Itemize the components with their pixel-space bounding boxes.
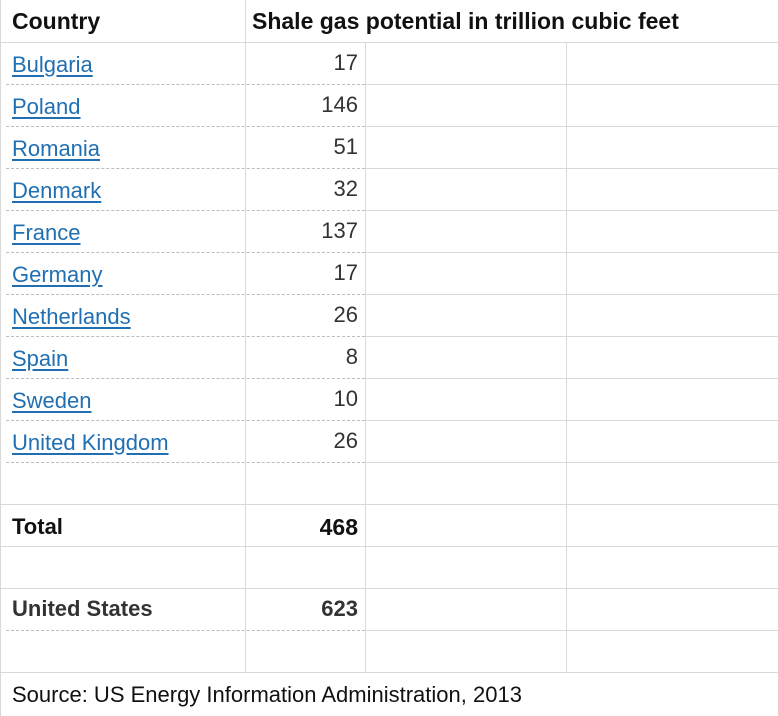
table-row: Spain [12, 338, 242, 380]
value-cell: 32 [333, 176, 358, 201]
country-link-netherlands[interactable]: Netherlands [12, 304, 131, 329]
value-cell: 26 [333, 302, 358, 327]
grid-line [0, 0, 1, 716]
row-divider [6, 168, 365, 169]
row-divider [6, 336, 365, 337]
grid-line [365, 420, 778, 421]
grid-line [365, 210, 778, 211]
row-divider [6, 462, 365, 463]
grid-line [365, 252, 778, 253]
total-label: Total [12, 514, 63, 539]
grid-line [365, 378, 778, 379]
row-divider [6, 294, 365, 295]
country-link-bulgaria[interactable]: Bulgaria [12, 52, 93, 77]
table-row: France [12, 212, 242, 254]
grid-line [566, 42, 567, 672]
grid-line [365, 42, 366, 672]
value-cell: 17 [333, 50, 358, 75]
table-row: United Kingdom [12, 422, 242, 464]
united-states-label: United States [12, 596, 153, 621]
table-row: Poland [12, 86, 242, 128]
grid-line [0, 546, 778, 547]
row-divider [6, 630, 365, 631]
row-divider [6, 378, 365, 379]
united-states-value: 623 [321, 596, 358, 621]
value-cell: 8 [345, 344, 358, 369]
value-cell: 51 [333, 134, 358, 159]
row-divider [6, 84, 365, 85]
grid-line [0, 672, 778, 673]
country-link-sweden[interactable]: Sweden [12, 388, 92, 413]
table-row: Sweden [12, 380, 242, 422]
table-row: Germany [12, 254, 242, 296]
source-note: Source: US Energy Information Administra… [12, 682, 522, 707]
value-cell: 137 [321, 218, 358, 243]
value-cell: 26 [333, 428, 358, 453]
grid-line [365, 336, 778, 337]
value-cell: 17 [333, 260, 358, 285]
table-row: Bulgaria [12, 44, 242, 86]
country-link-spain[interactable]: Spain [12, 346, 69, 371]
grid-line [0, 42, 778, 43]
grid-line [0, 504, 778, 505]
grid-line [365, 84, 778, 85]
grid-line [365, 126, 778, 127]
country-link-romania[interactable]: Romania [12, 136, 101, 161]
value-cell: 10 [333, 386, 358, 411]
row-divider [6, 126, 365, 127]
grid-line [0, 588, 778, 589]
country-link-poland[interactable]: Poland [12, 94, 81, 119]
grid-line [365, 462, 778, 463]
country-link-france[interactable]: France [12, 220, 81, 245]
value-cell: 146 [321, 92, 358, 117]
row-divider [6, 420, 365, 421]
table-row: Netherlands [12, 296, 242, 338]
grid-line [365, 630, 778, 631]
row-divider [6, 252, 365, 253]
table-row: Denmark [12, 170, 242, 212]
country-link-denmark[interactable]: Denmark [12, 178, 102, 203]
total-value: 468 [319, 514, 358, 540]
row-divider [6, 210, 365, 211]
table-row: Romania [12, 128, 242, 170]
grid-line [365, 168, 778, 169]
column-header-shale-gas-potential: Shale gas potential in trillion cubic fe… [252, 8, 679, 34]
country-link-united-kingdom[interactable]: United Kingdom [12, 430, 169, 455]
country-link-germany[interactable]: Germany [12, 262, 103, 287]
column-header-country: Country [12, 8, 101, 34]
grid-line [365, 294, 778, 295]
